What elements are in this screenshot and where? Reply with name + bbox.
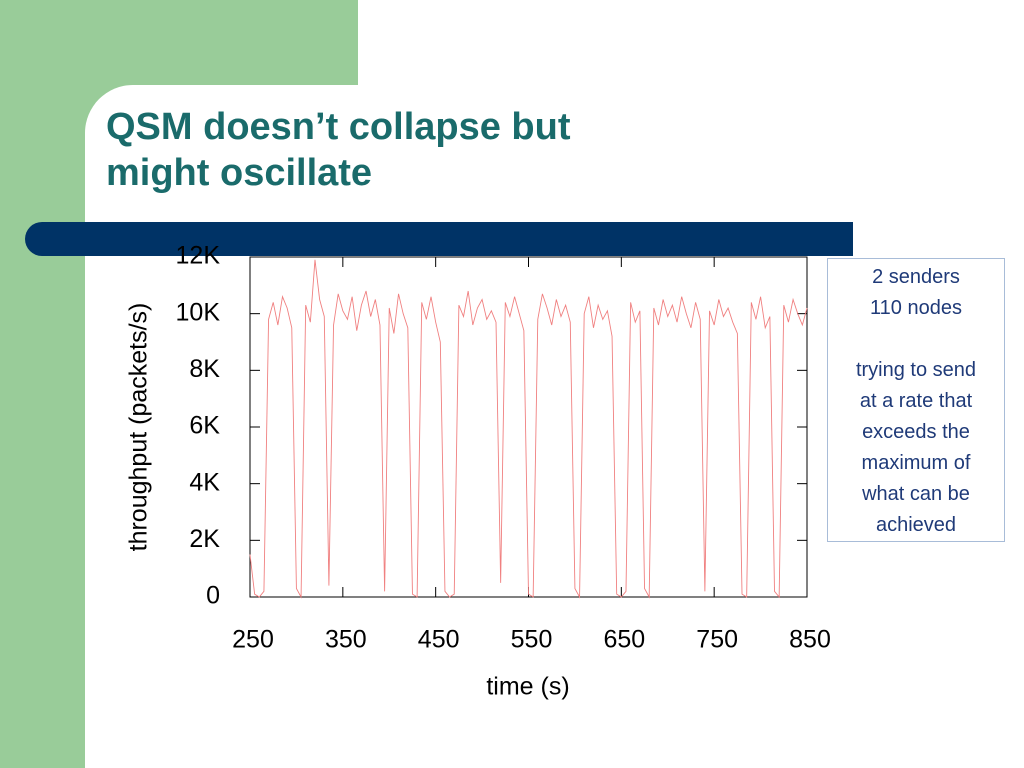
x-tick-label: 850 xyxy=(789,626,831,654)
annotation-group: trying to send at a rate that exceeds the m… xyxy=(828,355,1004,541)
annotation-line: at a rate that xyxy=(859,390,973,412)
plot-frame xyxy=(249,256,808,598)
slide-title: QSM doesn’t collapse but might oscillate xyxy=(106,104,571,196)
x-axis-label: time (s) xyxy=(486,673,569,701)
x-tick-label: 350 xyxy=(325,626,367,654)
y-tick-label: 6K xyxy=(189,412,220,440)
annotation-line: exceeds the xyxy=(862,421,970,443)
y-tick-label: 0 xyxy=(206,582,220,610)
y-tick-label: 10K xyxy=(176,298,221,326)
title-line: might oscillate xyxy=(106,152,373,194)
y-tick-label: 2K xyxy=(189,525,220,553)
y-tick-label: 12K xyxy=(176,242,221,270)
annotation-line: what can be xyxy=(862,483,970,505)
x-tick-label: 750 xyxy=(696,626,738,654)
annotation-group: 2 senders 110 nodes xyxy=(828,262,1004,324)
x-tick-label: 550 xyxy=(511,626,553,654)
y-axis-label: throughput (packets/s) xyxy=(125,303,153,552)
annotation-line: trying to send xyxy=(855,359,977,381)
x-tick-label: 450 xyxy=(418,626,460,654)
annotation-box: 2 senders 110 nodes trying to send at a rat… xyxy=(827,258,1005,542)
title-line: QSM doesn’t collapse but xyxy=(106,106,571,148)
x-tick-label: 250 xyxy=(232,626,274,654)
annotation-line: 110 nodes xyxy=(870,297,962,319)
data-line xyxy=(249,259,808,599)
annotation-line: achieved xyxy=(875,514,957,536)
background xyxy=(358,0,1024,90)
annotation-line: maximum of xyxy=(861,452,971,474)
y-tick-label: 8K xyxy=(189,355,220,383)
title-bar xyxy=(25,222,853,256)
annotation-line: 2 senders xyxy=(872,266,960,288)
y-tick-label: 4K xyxy=(189,468,220,496)
x-tick-label: 650 xyxy=(603,626,645,654)
